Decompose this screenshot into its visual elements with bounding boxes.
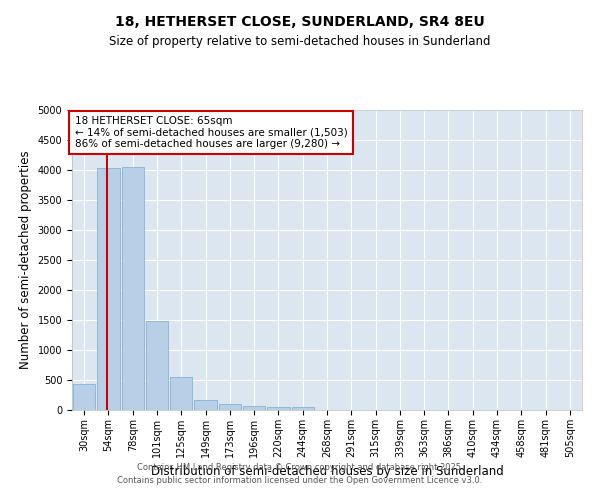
Bar bbox=[243, 406, 265, 410]
Bar bbox=[292, 407, 314, 410]
Text: Contains HM Land Registry data © Crown copyright and database right 2025.
Contai: Contains HM Land Registry data © Crown c… bbox=[118, 464, 482, 485]
Bar bbox=[97, 168, 119, 410]
Text: 18 HETHERSET CLOSE: 65sqm
← 14% of semi-detached houses are smaller (1,503)
86% : 18 HETHERSET CLOSE: 65sqm ← 14% of semi-… bbox=[74, 116, 347, 149]
Bar bbox=[146, 321, 168, 410]
Bar bbox=[73, 384, 95, 410]
X-axis label: Distribution of semi-detached houses by size in Sunderland: Distribution of semi-detached houses by … bbox=[151, 466, 503, 478]
Text: Size of property relative to semi-detached houses in Sunderland: Size of property relative to semi-detach… bbox=[109, 35, 491, 48]
Y-axis label: Number of semi-detached properties: Number of semi-detached properties bbox=[19, 150, 32, 370]
Bar bbox=[218, 404, 241, 410]
Bar bbox=[170, 377, 193, 410]
Bar bbox=[122, 167, 144, 410]
Bar bbox=[194, 400, 217, 410]
Bar bbox=[267, 407, 290, 410]
Text: 18, HETHERSET CLOSE, SUNDERLAND, SR4 8EU: 18, HETHERSET CLOSE, SUNDERLAND, SR4 8EU bbox=[115, 15, 485, 29]
